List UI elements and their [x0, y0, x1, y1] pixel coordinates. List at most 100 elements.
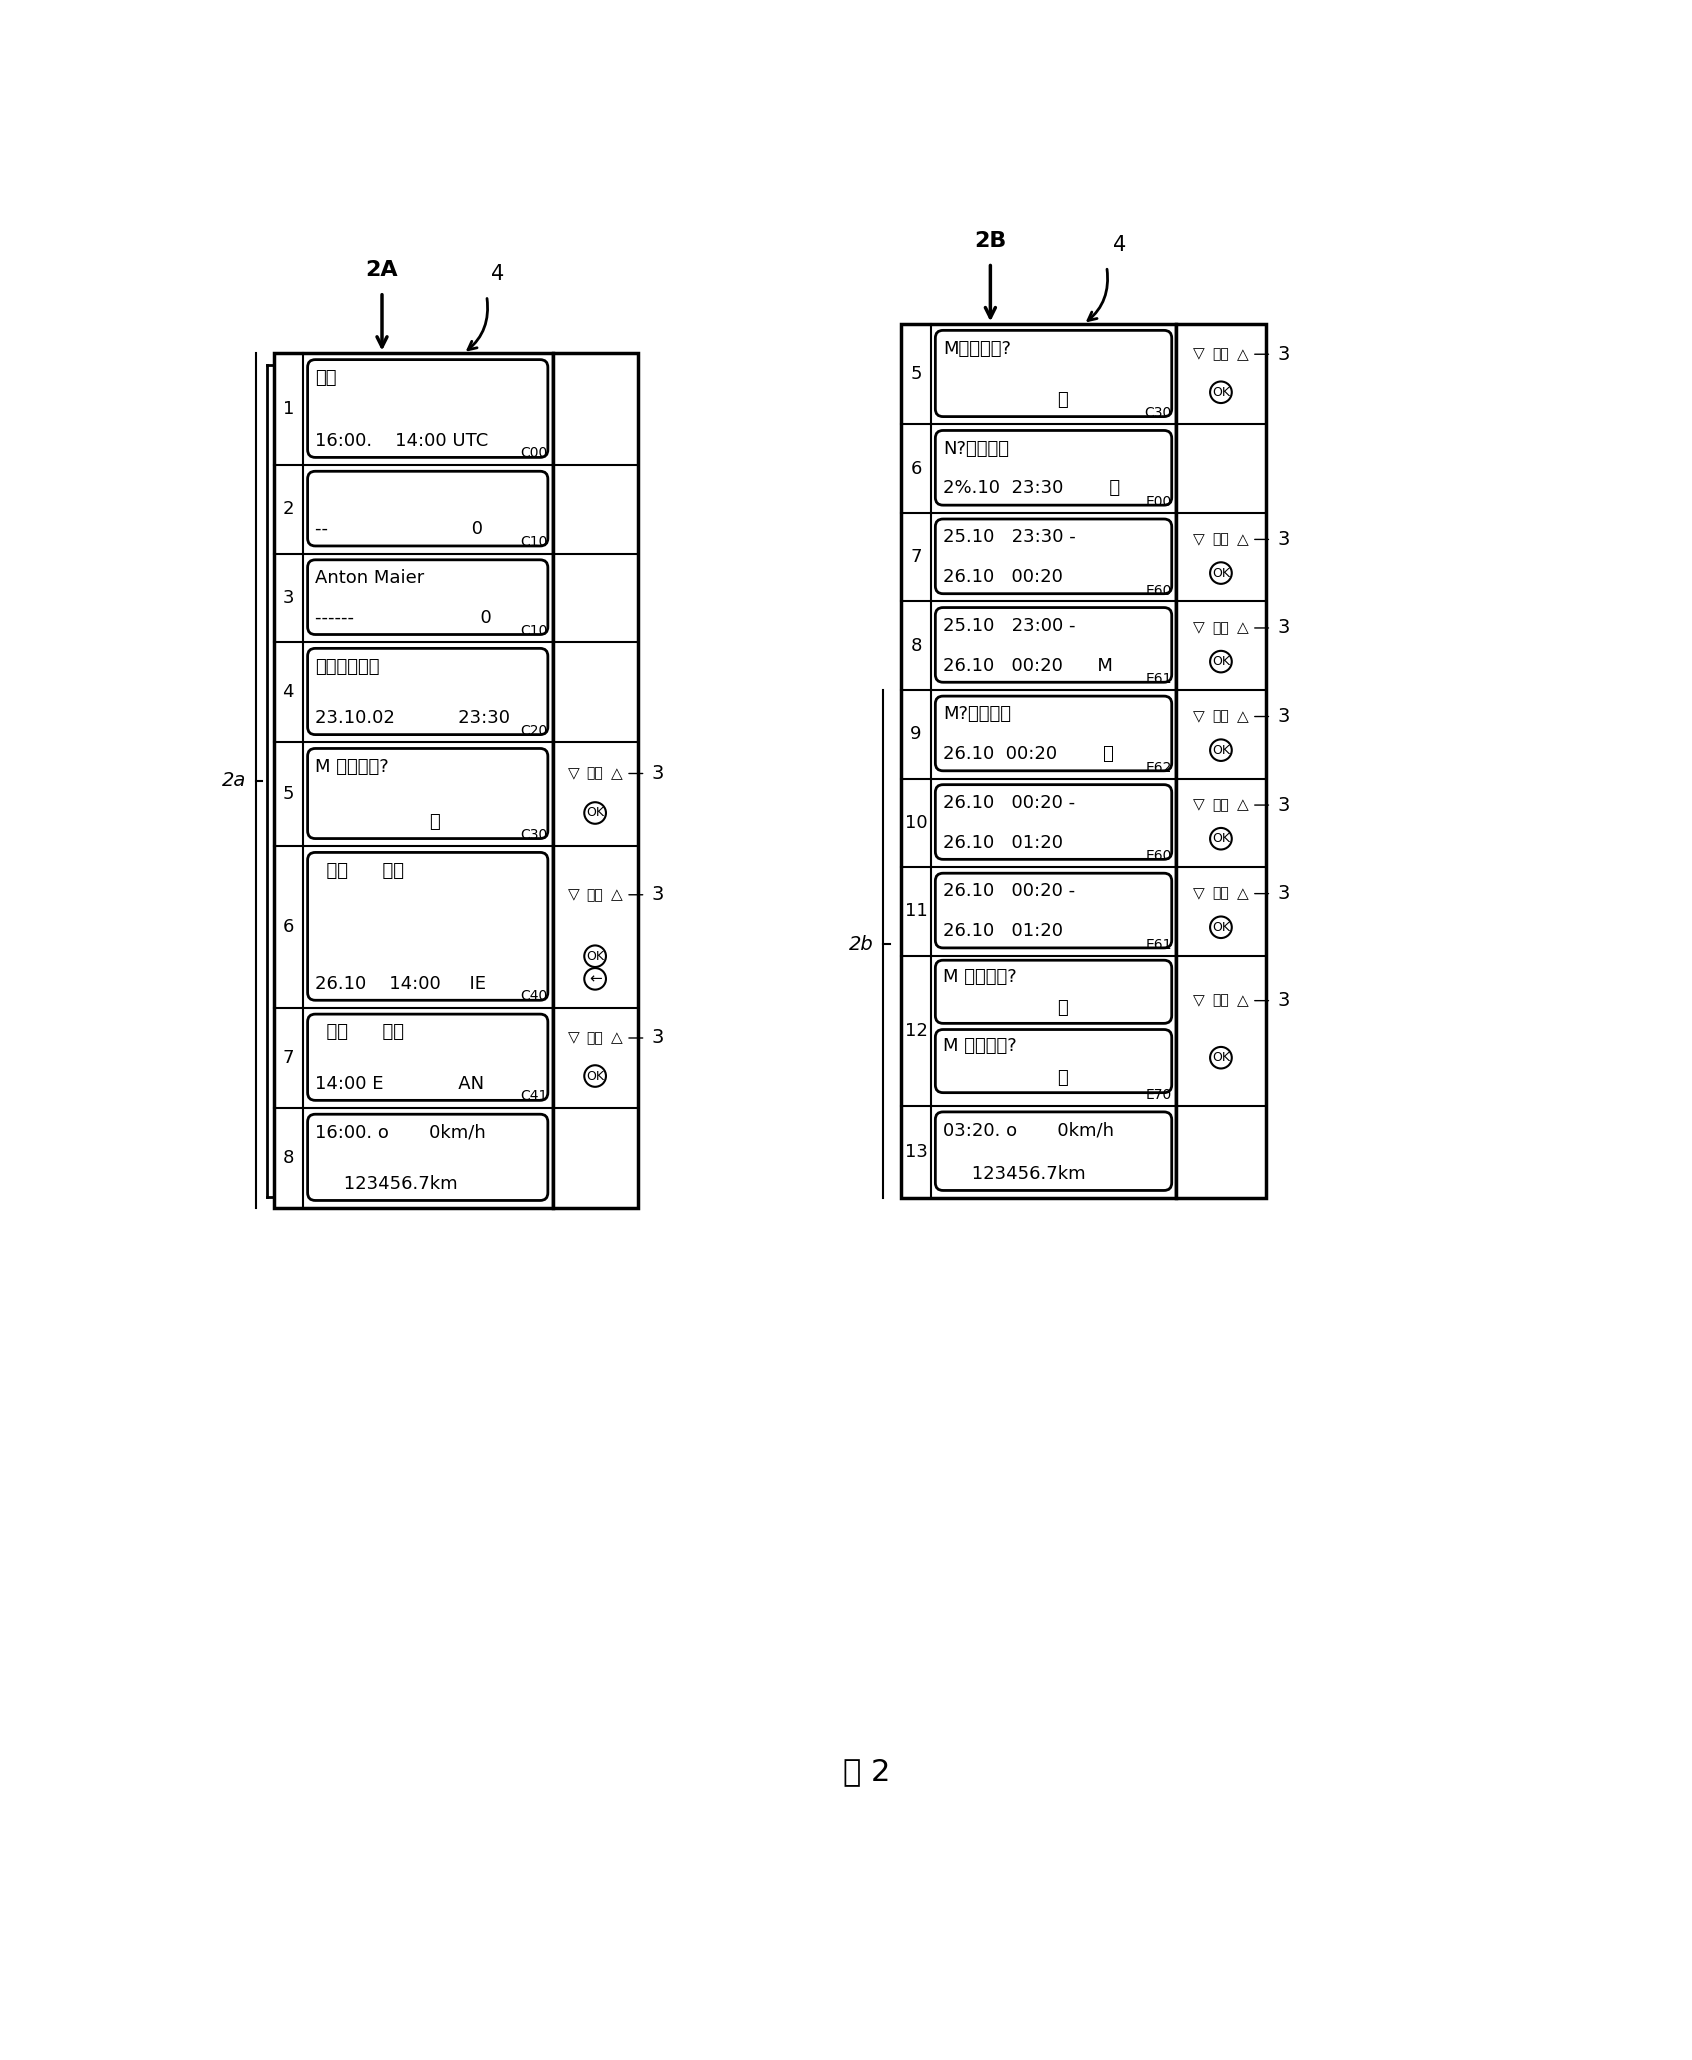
Text: E61: E61 [1145, 672, 1173, 686]
Text: 16:00. o       0km/h: 16:00. o 0km/h [315, 1123, 486, 1141]
Text: C20: C20 [521, 723, 548, 737]
Text: 10: 10 [905, 814, 927, 832]
Text: 3: 3 [651, 886, 663, 904]
Text: 3: 3 [1277, 795, 1289, 814]
Text: C10: C10 [521, 624, 548, 639]
Text: 或者: 或者 [587, 888, 604, 902]
FancyBboxPatch shape [936, 1112, 1173, 1191]
Text: Anton Maier: Anton Maier [315, 569, 425, 587]
Text: 3: 3 [283, 589, 294, 608]
Text: OK: OK [1211, 921, 1230, 933]
Text: C40: C40 [521, 989, 548, 1003]
Text: 9: 9 [910, 725, 922, 744]
Bar [1176, 323, 1266, 1199]
FancyBboxPatch shape [308, 1014, 548, 1100]
Text: 是: 是 [942, 999, 1069, 1018]
Text: △: △ [1237, 797, 1249, 812]
FancyBboxPatch shape [308, 560, 548, 634]
Text: 03:20. o       0km/h: 03:20. o 0km/h [942, 1121, 1113, 1139]
Text: 26.10  00:20        否: 26.10 00:20 否 [942, 746, 1113, 762]
Text: 欢迎: 欢迎 [315, 369, 337, 387]
Text: △: △ [1237, 993, 1249, 1007]
Text: OK: OK [1211, 832, 1230, 845]
Text: 11: 11 [905, 902, 927, 921]
Text: 4: 4 [491, 264, 504, 284]
Text: 或者: 或者 [1213, 886, 1230, 900]
Text: M 输入确认?: M 输入确认? [942, 1038, 1017, 1055]
Text: 2: 2 [283, 501, 294, 519]
Text: ▽: ▽ [1193, 620, 1205, 634]
Text: △: △ [611, 1030, 623, 1046]
Text: OK: OK [1211, 385, 1230, 400]
Text: 123456.7km: 123456.7km [315, 1174, 459, 1193]
Text: 1: 1 [283, 400, 294, 418]
FancyBboxPatch shape [936, 608, 1173, 682]
Text: 14:00 E             AN: 14:00 E AN [315, 1075, 484, 1092]
Text: 26.10   00:20      M: 26.10 00:20 M [942, 657, 1113, 674]
Text: △: △ [1237, 886, 1249, 900]
Text: 26.10   00:20: 26.10 00:20 [942, 569, 1063, 585]
FancyBboxPatch shape [936, 1030, 1173, 1092]
Bar [274, 354, 553, 1207]
Text: 4: 4 [283, 684, 294, 700]
Text: 3: 3 [1277, 884, 1289, 902]
Text: 否: 否 [315, 814, 442, 830]
Text: 8: 8 [910, 637, 922, 655]
FancyBboxPatch shape [936, 873, 1173, 948]
Text: M 输入确认?: M 输入确认? [942, 968, 1017, 987]
Text: 开始      国家: 开始 国家 [315, 861, 404, 880]
Text: 或者: 或者 [1213, 993, 1230, 1007]
Text: C00: C00 [521, 447, 548, 461]
Text: ▽: ▽ [567, 766, 579, 781]
Text: 6: 6 [910, 459, 922, 478]
Text: E00: E00 [1145, 494, 1173, 509]
Text: △: △ [1237, 531, 1249, 546]
FancyBboxPatch shape [936, 330, 1173, 416]
Text: M 输入补充?: M 输入补充? [315, 758, 389, 777]
Text: 5: 5 [910, 365, 922, 383]
Text: 2%.10  23:30        否: 2%.10 23:30 否 [942, 480, 1120, 496]
FancyBboxPatch shape [308, 360, 548, 457]
Text: 否: 否 [942, 1069, 1069, 1086]
Text: M输入补充?: M输入补充? [942, 340, 1012, 358]
Text: 或者: 或者 [1213, 709, 1230, 723]
Text: OK: OK [585, 808, 604, 820]
Text: 6: 6 [283, 919, 294, 935]
Text: 7: 7 [910, 548, 922, 566]
FancyBboxPatch shape [308, 748, 548, 838]
FancyBboxPatch shape [936, 785, 1173, 859]
Text: 26.10   01:20: 26.10 01:20 [942, 923, 1063, 939]
Text: 2b: 2b [849, 935, 875, 954]
Text: 或者: 或者 [1213, 797, 1230, 812]
Text: 或者: 或者 [1213, 531, 1230, 546]
Bar [553, 354, 638, 1207]
Text: 3: 3 [1277, 707, 1289, 725]
Text: 8: 8 [283, 1149, 294, 1168]
Text: M?切换终止: M?切换终止 [942, 705, 1012, 723]
FancyBboxPatch shape [936, 431, 1173, 505]
Text: 上次取出时间: 上次取出时间 [315, 657, 379, 676]
Text: OK: OK [1211, 655, 1230, 667]
Text: △: △ [1237, 346, 1249, 363]
Text: 25.10   23:00 -: 25.10 23:00 - [942, 616, 1076, 634]
Text: △: △ [1237, 709, 1249, 723]
Text: ▽: ▽ [1193, 709, 1205, 723]
Text: OK: OK [1211, 744, 1230, 756]
FancyBboxPatch shape [308, 472, 548, 546]
Text: C30: C30 [521, 828, 548, 843]
Text: ←: ← [589, 972, 601, 987]
Text: ▽: ▽ [567, 1030, 579, 1046]
Text: OK: OK [585, 1069, 604, 1082]
Text: ▽: ▽ [567, 888, 579, 902]
Text: 26.10   01:20: 26.10 01:20 [942, 834, 1063, 851]
Text: 2A: 2A [365, 260, 398, 280]
Text: 或者: 或者 [1213, 348, 1230, 360]
Text: 13: 13 [905, 1143, 927, 1162]
Text: 或者: 或者 [1213, 620, 1230, 634]
Text: △: △ [611, 766, 623, 781]
FancyBboxPatch shape [308, 1114, 548, 1201]
Text: 16:00.    14:00 UTC: 16:00. 14:00 UTC [315, 433, 489, 449]
Text: 2B: 2B [975, 231, 1007, 251]
Text: OK: OK [1211, 1051, 1230, 1065]
Text: 3: 3 [1277, 618, 1289, 637]
